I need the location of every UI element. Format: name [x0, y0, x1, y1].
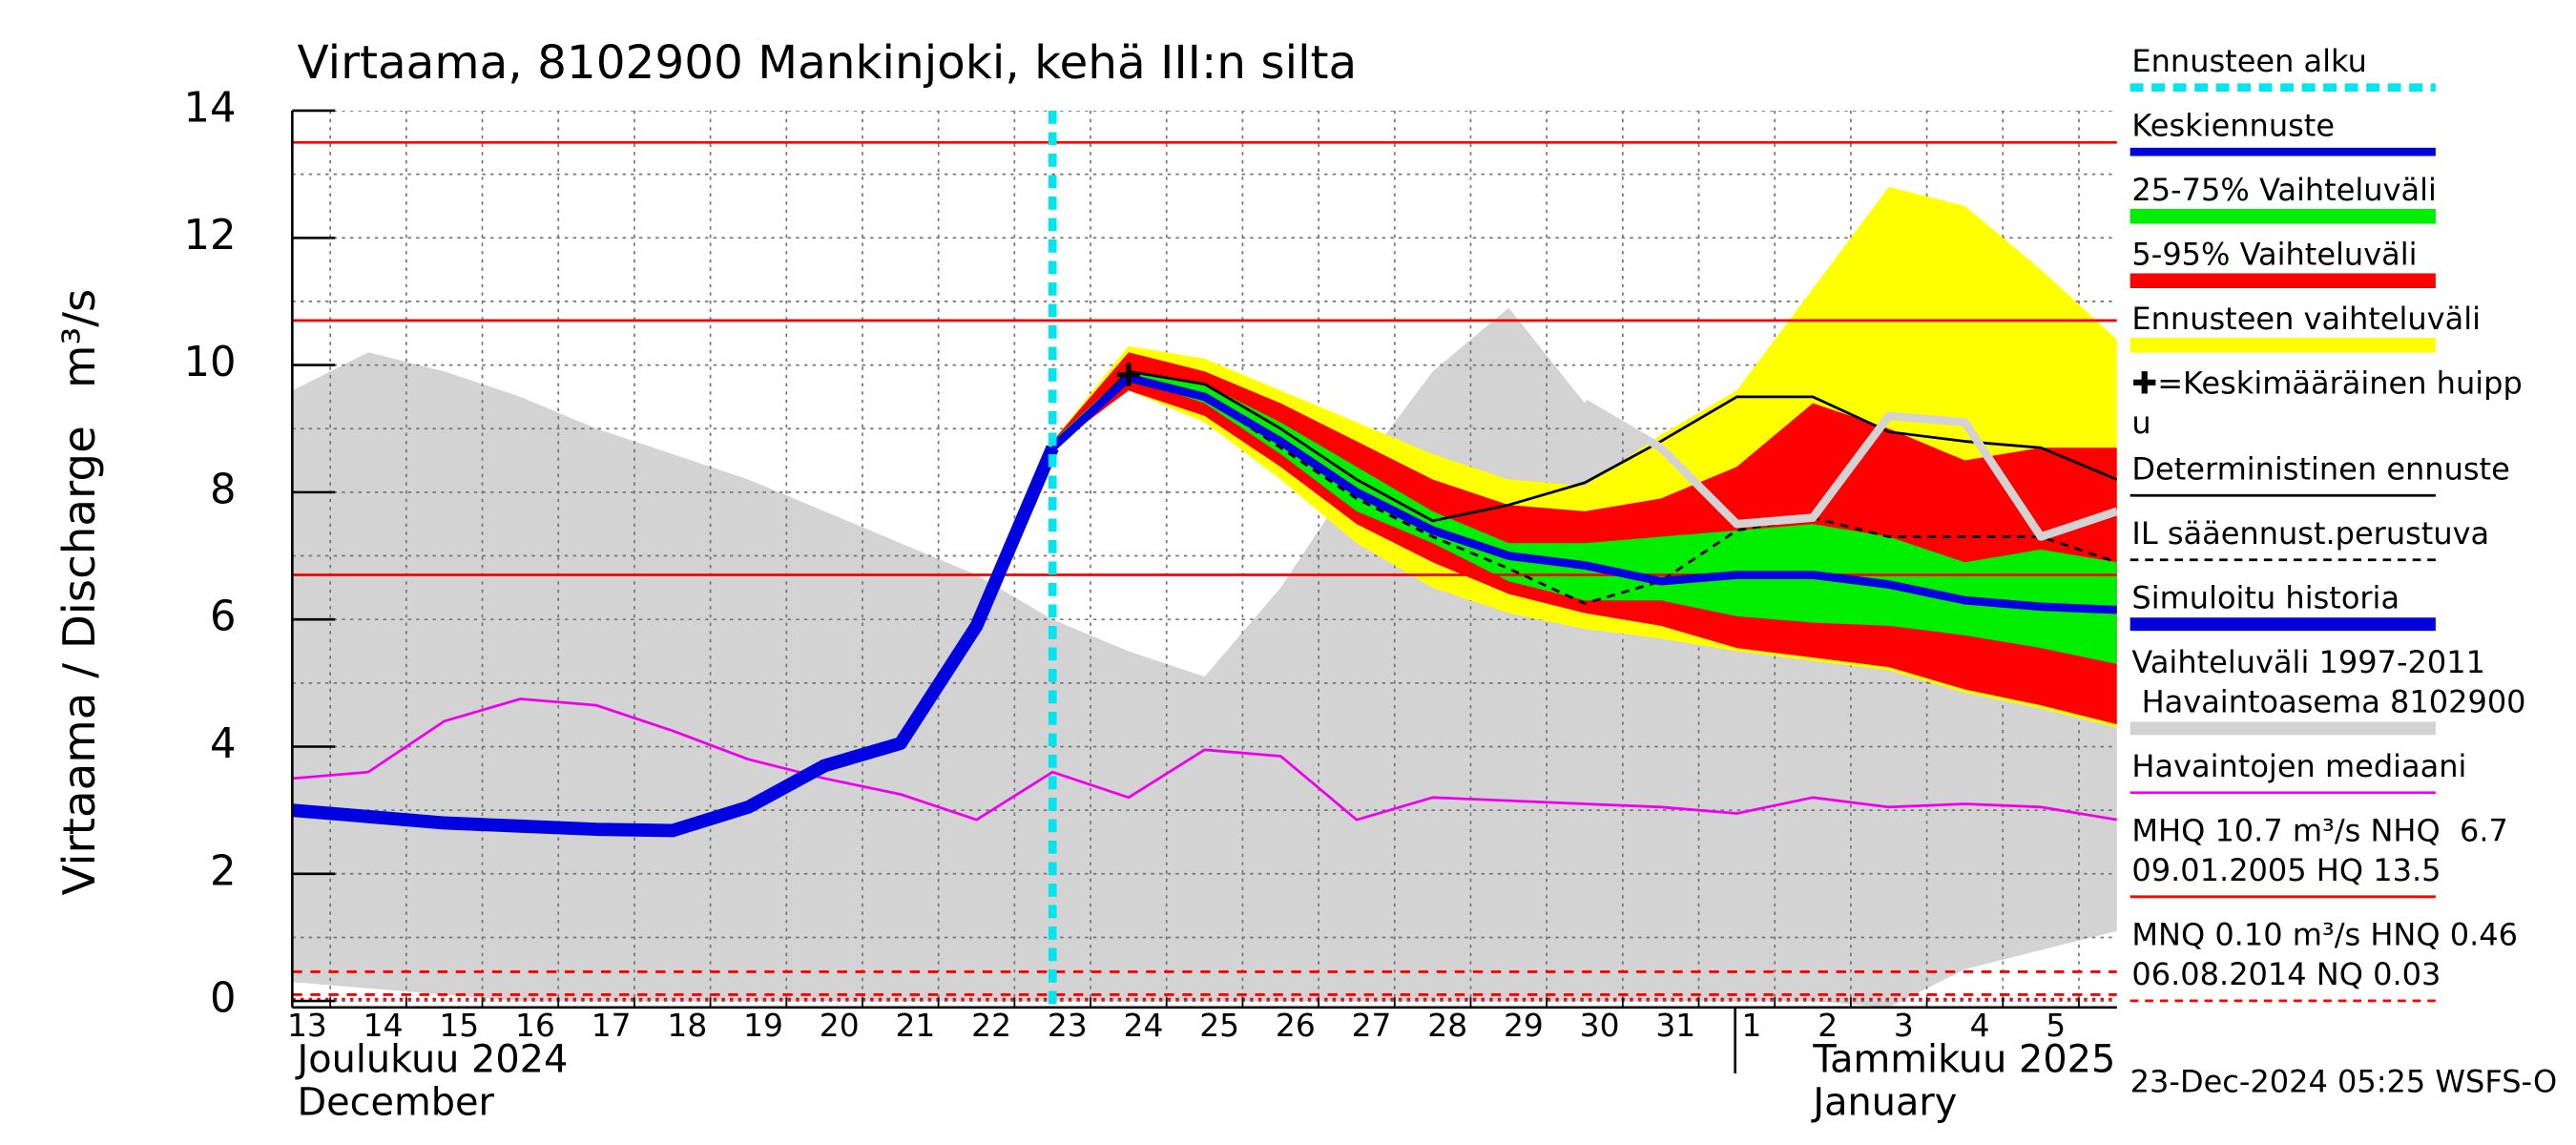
x-tick-label: 1: [1742, 1007, 1762, 1044]
y-tick-label: 8: [210, 466, 237, 513]
x-tick-label: 27: [1352, 1007, 1392, 1044]
line: [1582, 399, 2117, 541]
x-tick-label: 19: [743, 1007, 783, 1044]
legend-label: Havaintojen mediaani: [2131, 748, 2466, 784]
legend-label: Havaintoasema 8102900: [2131, 683, 2525, 719]
x-tick-label: 24: [1124, 1007, 1164, 1044]
legend-label: MNQ 0.10 m³/s HNQ 0.46: [2131, 916, 2518, 952]
x-tick-label: 2: [1818, 1007, 1838, 1044]
x-tick-label: 14: [364, 1007, 404, 1044]
y-tick-label: 12: [183, 212, 236, 260]
legend-label: 5-95% Vaihteluväli: [2131, 236, 2417, 272]
y-tick-label: 0: [210, 975, 237, 1023]
mean-peak-marker: [1116, 363, 1141, 386]
month-label: Joulukuu 2024: [295, 1037, 569, 1081]
x-tick-label: 26: [1276, 1007, 1316, 1044]
legend-label: Deterministinen ennuste: [2131, 450, 2509, 487]
x-tick-label: 20: [820, 1007, 860, 1044]
x-tick-label: 4: [1970, 1007, 1990, 1044]
legend-label: ✚=Keskimääräinen huipp: [2131, 364, 2522, 401]
x-tick-label: 28: [1427, 1007, 1467, 1044]
legend-label: 25-75% Vaihteluväli: [2131, 172, 2436, 208]
x-tick-label: 18: [667, 1007, 707, 1044]
month-label: Tammikuu 2025: [1812, 1037, 2115, 1081]
x-tick-label: 13: [287, 1007, 327, 1044]
y-axis-unit: m³/s: [54, 289, 106, 388]
line: [1051, 369, 2117, 523]
x-tick-label: 17: [592, 1007, 632, 1044]
x-tick-label: 25: [1199, 1007, 1239, 1044]
y-tick-label: 10: [183, 339, 236, 386]
line: [292, 697, 2117, 822]
month-label: December: [298, 1080, 495, 1124]
footer: 23-Dec-2024 05:25 WSFS-O: [2130, 1063, 2557, 1099]
legend-label: 09.01.2005 HQ 13.5: [2131, 852, 2441, 888]
y-axis-label: Virtaama / Discharge: [54, 426, 106, 895]
x-tick-label: 15: [439, 1007, 479, 1044]
band: [1052, 371, 2117, 664]
legend-label: 06.08.2014 NQ 0.03: [2131, 956, 2441, 992]
x-tick-label: 16: [515, 1007, 555, 1044]
y-tick-label: 6: [210, 593, 237, 641]
legend-label: u: [2131, 405, 2150, 441]
x-tick-label: 5: [2046, 1007, 2066, 1044]
x-tick-label: 30: [1580, 1007, 1620, 1044]
line: [1049, 373, 2117, 614]
month-label: January: [1810, 1080, 1957, 1124]
legend-label: IL sääennust.perustuva: [2131, 515, 2489, 552]
x-tick-label: 23: [1048, 1007, 1088, 1044]
x-tick-label: 31: [1655, 1007, 1695, 1044]
plot-content: [292, 110, 2117, 1008]
x-tick-label: 29: [1504, 1007, 1544, 1044]
line: [292, 445, 1059, 838]
y-tick-label: 2: [210, 847, 237, 895]
legend-label: Vaihteluväli 1997-2011: [2131, 644, 2485, 680]
legend-label: MHQ 10.7 m³/s NHQ 6.7: [2131, 812, 2508, 848]
y-tick-label: 4: [210, 720, 237, 768]
legend-label: Ennusteen vaihteluväli: [2131, 301, 2481, 337]
legend-label: Simuloitu historia: [2131, 579, 2399, 615]
legend-label: Keskiennuste: [2131, 107, 2335, 143]
chart-title: Virtaama, 8102900 Mankinjoki, kehä III:n…: [298, 36, 1358, 90]
y-tick-label: 14: [183, 84, 236, 132]
legend-label: Ennusteen alku: [2131, 43, 2366, 79]
x-tick-label: 21: [896, 1007, 936, 1044]
x-tick-label: 22: [971, 1007, 1011, 1044]
x-tick-label: 3: [1894, 1007, 1914, 1044]
